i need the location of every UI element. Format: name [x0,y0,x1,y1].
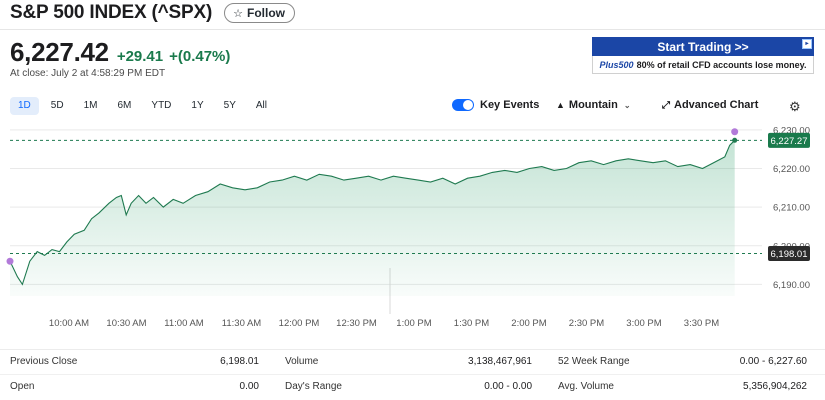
stat-label: Avg. Volume [558,381,614,392]
tab-5y[interactable]: 5Y [223,100,236,111]
ad-cta[interactable]: Start Trading >> ▸ [592,37,814,56]
stat-value: 6,198.01 [220,356,259,367]
x-tick-label: 3:30 PM [684,318,719,329]
follow-label: Follow [246,6,285,20]
key-events-toggle[interactable]: Key Events [452,99,539,111]
y-tick-label: 6,190.00 [773,280,810,291]
ad-logo: Plus500 [599,59,634,70]
y-tick-label: 6,220.00 [773,164,810,175]
chart-area [10,140,735,296]
tab-1d[interactable]: 1D [10,97,39,115]
previous-close-tag: 6,198.01 [768,245,810,261]
tab-5d[interactable]: 5D [50,100,64,111]
stat-label: Open [10,381,35,392]
last-point-dot [732,137,738,143]
price: 6,227.42 [10,37,109,67]
stat-value: 3,138,467,961 [468,356,532,367]
chart-type-select[interactable]: ▲ Mountain ⌄ [556,99,631,111]
x-tick-label: 1:00 PM [396,318,431,329]
y-tick-label: 6,210.00 [773,203,810,214]
stat-value: 0.00 - 6,227.60 [739,356,807,367]
range-tabs: 1D 5D 1M 6M YTD 1Y 5Y All [10,97,279,115]
ad-choices-icon[interactable]: ▸ [802,39,812,49]
star-icon: ☆ [233,7,243,20]
stat-value: 0.00 - 0.00 [484,381,532,392]
divider [0,349,825,350]
current-price-tag-bg [768,132,810,148]
tab-all[interactable]: All [255,100,267,111]
tab-ytd[interactable]: YTD [151,100,172,111]
divider [0,374,825,375]
mountain-icon: ▲ [556,100,565,110]
x-tick-label: 3:00 PM [626,318,661,329]
x-tick-label: 12:30 PM [336,318,377,329]
ad-disclaimer-row: Plus500 80% of retail CFD accounts lose … [592,56,814,74]
advanced-chart-button[interactable]: ⤢ Advanced Chart [662,99,758,111]
x-tick-label: 11:00 AM [164,318,204,329]
x-tick-label: 2:30 PM [569,318,604,329]
gear-icon[interactable]: ⚙ [789,99,801,114]
previous-close-tag-bg [768,245,810,261]
stat-label: Previous Close [10,356,78,367]
chart-type-label: Mountain [568,99,618,111]
chevron-down-icon: ⌄ [623,100,631,110]
y-tick-label: 6,230.00 [773,125,810,136]
chart-markers [6,128,762,265]
expand-icon: ⤢ [662,99,670,111]
price-chart[interactable]: 6,230.006,220.006,210.006,200.006,190.00… [0,118,825,336]
page-title: S&P 500 INDEX (^SPX) [10,2,213,23]
previous-close-tag-text: 6,198.01 [771,249,808,260]
ad-disclaimer: 80% of retail CFD accounts lose money. [636,59,807,70]
x-tick-label: 12:00 PM [279,318,320,329]
event-marker [731,128,739,136]
ad-cta-label: Start Trading >> [657,39,749,54]
price-change-percent: +(0.47%) [169,48,231,65]
tab-1m[interactable]: 1M [83,100,98,111]
x-tick-label: 11:30 AM [222,318,262,329]
tab-6m[interactable]: 6M [117,100,132,111]
current-price-tag: 6,227.27 [768,132,810,148]
toggle-switch[interactable] [452,99,474,111]
divider [0,29,825,30]
y-axis: 6,230.006,220.006,210.006,200.006,190.00… [768,125,810,291]
key-events-label: Key Events [480,99,540,111]
x-tick-label: 10:30 AM [106,318,146,329]
close-time: At close: July 2 at 4:58:29 PM EDT [10,68,166,79]
tab-1y[interactable]: 1Y [191,100,204,111]
stat-label: 52 Week Range [558,356,630,367]
ad-banner[interactable]: Start Trading >> ▸ Plus500 80% of retail… [592,37,814,74]
x-tick-label: 2:00 PM [511,318,546,329]
stat-label: Volume [285,356,319,367]
event-marker [6,257,14,265]
price-change: +29.41 [116,48,164,65]
x-tick-label: 10:00 AM [49,318,89,329]
stat-value: 5,356,904,262 [743,381,807,392]
x-tick-label: 1:30 PM [454,318,489,329]
follow-button[interactable]: ☆ Follow [224,3,295,23]
stat-label: Day's Range [285,381,342,392]
stat-value: 0.00 [239,381,259,392]
advanced-chart-label: Advanced Chart [674,99,759,111]
current-price-tag-text: 6,227.27 [771,136,808,147]
price-row: 6,227.42 +29.41 +(0.47%) [10,37,230,68]
x-axis: 10:00 AM 10:30 AM 11:00 AM 11:30 AM 12:00 PM… [49,318,719,329]
title-row: S&P 500 INDEX (^SPX) ☆ Follow [10,2,295,23]
chart-line [9,139,736,286]
